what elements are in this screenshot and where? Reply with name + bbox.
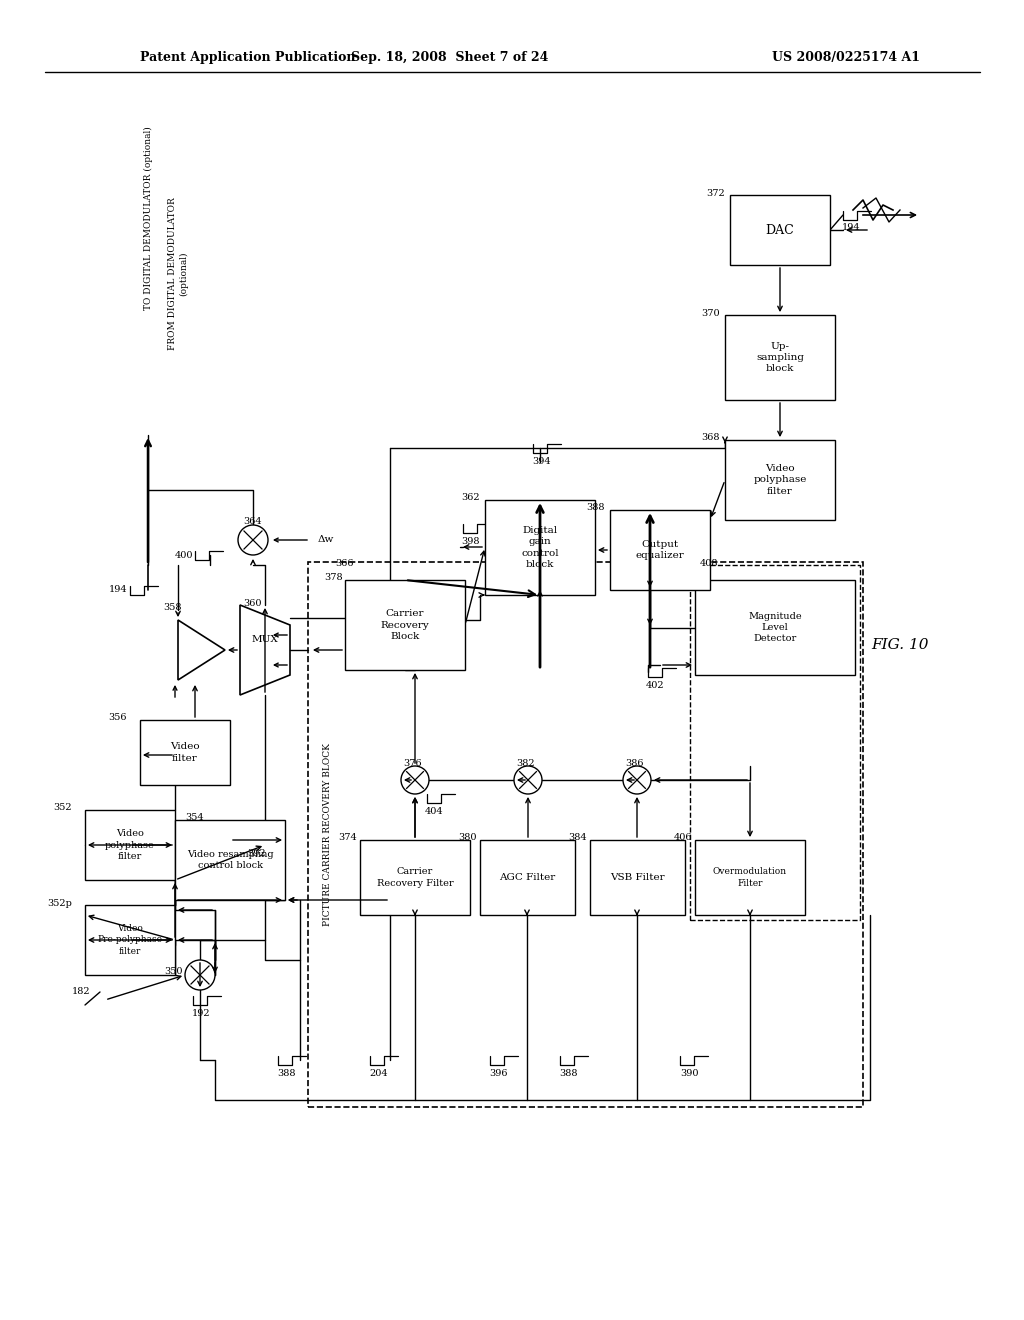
Circle shape bbox=[514, 766, 542, 795]
Bar bbox=[85, 810, 175, 880]
Bar bbox=[85, 906, 175, 975]
Bar bbox=[725, 440, 835, 520]
Bar bbox=[360, 840, 470, 915]
Text: AGC Filter: AGC Filter bbox=[500, 873, 556, 882]
Text: 386: 386 bbox=[625, 759, 643, 767]
Text: 406: 406 bbox=[674, 833, 692, 842]
Text: Δw: Δw bbox=[318, 536, 335, 544]
Text: 182: 182 bbox=[72, 987, 90, 997]
Text: 390: 390 bbox=[680, 1068, 698, 1077]
Text: 394: 394 bbox=[532, 458, 551, 466]
Text: 400: 400 bbox=[174, 550, 193, 560]
Text: 352: 352 bbox=[53, 804, 72, 813]
Text: FROM DIGITAL DEMODULATOR
(optional): FROM DIGITAL DEMODULATOR (optional) bbox=[168, 197, 187, 350]
Text: 384: 384 bbox=[568, 833, 587, 842]
Text: 378: 378 bbox=[325, 573, 343, 582]
Text: 364: 364 bbox=[244, 516, 262, 525]
Bar bbox=[140, 719, 230, 785]
Text: 388: 388 bbox=[278, 1068, 296, 1077]
Text: PICTURE CARRIER RECOVERY BLOCK: PICTURE CARRIER RECOVERY BLOCK bbox=[324, 743, 333, 927]
Text: 192: 192 bbox=[193, 1008, 211, 1018]
Text: 388: 388 bbox=[587, 503, 605, 512]
Bar bbox=[308, 562, 863, 1107]
Text: 372: 372 bbox=[707, 189, 725, 198]
Text: Carrier
Recovery
Block: Carrier Recovery Block bbox=[381, 610, 429, 640]
Text: 194: 194 bbox=[109, 586, 127, 594]
Circle shape bbox=[185, 960, 215, 990]
Text: Video resampling
control block: Video resampling control block bbox=[186, 850, 273, 870]
Text: VSB Filter: VSB Filter bbox=[610, 873, 665, 882]
Text: 356: 356 bbox=[109, 714, 127, 722]
Text: Output
equalizer: Output equalizer bbox=[636, 540, 684, 560]
Text: 382: 382 bbox=[516, 759, 535, 767]
Text: 366: 366 bbox=[335, 558, 353, 568]
Text: Video
polyphase
filter: Video polyphase filter bbox=[105, 829, 155, 861]
Bar bbox=[725, 315, 835, 400]
Text: Video
polyphase
filter: Video polyphase filter bbox=[754, 465, 807, 495]
Text: 352p: 352p bbox=[47, 899, 72, 908]
Text: US 2008/0225174 A1: US 2008/0225174 A1 bbox=[772, 51, 920, 65]
Bar bbox=[730, 195, 830, 265]
Bar bbox=[590, 840, 685, 915]
Text: 358: 358 bbox=[163, 603, 181, 612]
Circle shape bbox=[238, 525, 268, 554]
Text: 398: 398 bbox=[461, 536, 479, 545]
Bar bbox=[695, 579, 855, 675]
Bar bbox=[690, 565, 860, 920]
Text: 362: 362 bbox=[462, 494, 480, 503]
Text: Video
filter: Video filter bbox=[170, 742, 200, 763]
Text: 404: 404 bbox=[425, 808, 443, 817]
Circle shape bbox=[401, 766, 429, 795]
Text: Overmodulation
Filter: Overmodulation Filter bbox=[713, 867, 787, 887]
Text: MUX: MUX bbox=[252, 635, 279, 644]
Text: Video
Pre-polyphase
filter: Video Pre-polyphase filter bbox=[97, 924, 163, 956]
Text: 370: 370 bbox=[701, 309, 720, 318]
Text: 408: 408 bbox=[700, 558, 719, 568]
Text: 402: 402 bbox=[646, 681, 665, 689]
Text: 380: 380 bbox=[459, 833, 477, 842]
Text: 194: 194 bbox=[842, 223, 860, 232]
Text: Sep. 18, 2008  Sheet 7 of 24: Sep. 18, 2008 Sheet 7 of 24 bbox=[351, 51, 549, 65]
Text: DAC: DAC bbox=[766, 223, 795, 236]
Text: Patent Application Publication: Patent Application Publication bbox=[140, 51, 355, 65]
Text: Carrier
Recovery Filter: Carrier Recovery Filter bbox=[377, 867, 454, 887]
Bar bbox=[175, 820, 285, 900]
Text: 392: 392 bbox=[247, 849, 265, 858]
Text: Digital
gain
control
block: Digital gain control block bbox=[521, 527, 559, 569]
Bar bbox=[480, 840, 575, 915]
Text: 376: 376 bbox=[403, 759, 422, 767]
Text: 350: 350 bbox=[165, 968, 183, 977]
Text: TO DIGITAL DEMODULATOR (optional): TO DIGITAL DEMODULATOR (optional) bbox=[143, 127, 153, 310]
Text: 354: 354 bbox=[185, 813, 204, 822]
Circle shape bbox=[623, 766, 651, 795]
Bar bbox=[610, 510, 710, 590]
Text: 204: 204 bbox=[369, 1068, 388, 1077]
Text: FIG. 10: FIG. 10 bbox=[871, 638, 929, 652]
Text: Magnitude
Level
Detector: Magnitude Level Detector bbox=[749, 612, 802, 643]
Text: 396: 396 bbox=[489, 1068, 508, 1077]
Text: 388: 388 bbox=[559, 1068, 578, 1077]
Text: 360: 360 bbox=[243, 598, 261, 607]
Text: Up-
sampling
block: Up- sampling block bbox=[756, 342, 804, 374]
Bar bbox=[485, 500, 595, 595]
Bar bbox=[695, 840, 805, 915]
Text: 374: 374 bbox=[338, 833, 357, 842]
Bar bbox=[345, 579, 465, 671]
Text: 368: 368 bbox=[701, 433, 720, 442]
